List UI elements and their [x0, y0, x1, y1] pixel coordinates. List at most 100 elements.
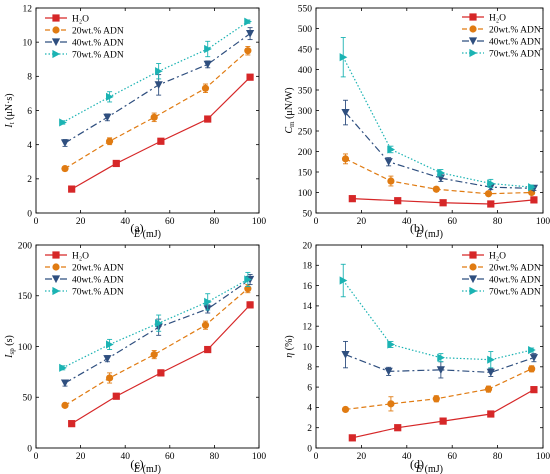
y-tick-label: 450 — [298, 45, 313, 55]
legend-marker — [52, 26, 60, 34]
y-tick-label: 10 — [303, 343, 313, 353]
y-tick-label: 2 — [307, 424, 312, 434]
legend: H₂O 20wt.% ADN 40wt.% ADN 70wt.% ADN — [45, 14, 124, 61]
y-axis-label-sub: m — [288, 121, 296, 127]
series-h2o — [348, 195, 538, 208]
panel-label: (a) — [130, 221, 143, 235]
series-20wt-adn — [61, 284, 252, 409]
series-40wt-adn — [341, 99, 539, 193]
data-point — [68, 185, 76, 193]
data-point — [529, 354, 539, 362]
legend-label: 20wt.% ADN — [489, 26, 541, 36]
data-point — [387, 145, 396, 154]
panel-label: (d) — [410, 457, 424, 471]
data-point — [59, 363, 67, 372]
y-tick-label: 10 — [23, 38, 33, 48]
legend-marker — [468, 37, 478, 46]
data-point — [437, 168, 445, 177]
x-tick-label: 40 — [120, 452, 130, 462]
x-axis-label-var: E — [133, 229, 140, 240]
y-tick-label: 0 — [307, 444, 312, 454]
data-point — [348, 434, 356, 442]
y-tick-label: 0 — [27, 444, 32, 454]
legend-label: H₂O — [489, 14, 506, 24]
data-point — [246, 301, 254, 309]
data-point — [394, 424, 402, 432]
x-tick-label: 20 — [357, 217, 367, 227]
y-axis-label-unit: (s) — [4, 335, 15, 348]
data-point — [204, 44, 212, 54]
series-line — [345, 368, 532, 411]
x-tick-label: 80 — [493, 452, 503, 462]
x-axis-label-var: E — [133, 464, 140, 474]
y-tick-label: 500 — [298, 25, 313, 35]
data-point — [484, 190, 493, 198]
data-point — [59, 118, 67, 127]
legend-marker — [469, 25, 477, 33]
legend: H₂O 20wt.% ADN 40wt.% ADN 70wt.% ADN — [462, 13, 541, 60]
legend-marker — [469, 263, 477, 271]
data-point — [105, 340, 114, 349]
y-axis-label-sub: t — [8, 122, 16, 124]
data-point — [436, 366, 445, 374]
legend-marker — [52, 14, 60, 22]
data-point — [341, 351, 350, 359]
legend-label: 40wt.% ADN — [72, 276, 124, 286]
y-axis-label-unit: (%) — [284, 335, 295, 353]
legend-marker — [469, 286, 478, 296]
legend-label: 20wt.% ADN — [72, 27, 124, 37]
legend-label: 40wt.% ADN — [489, 38, 541, 48]
data-point — [528, 183, 536, 192]
plot-frame — [35, 7, 260, 214]
data-point — [530, 196, 538, 204]
y-tick-label: 14 — [303, 302, 313, 312]
y-tick-label: 20 — [303, 241, 313, 251]
series-h2o — [68, 301, 254, 428]
data-point — [528, 345, 536, 355]
data-point — [112, 159, 120, 168]
y-axis-label: It (μN·s) — [4, 93, 16, 128]
y-tick-label: 2 — [27, 175, 32, 185]
legend-label: 40wt.% ADN — [72, 39, 124, 49]
x-tick-label: 80 — [210, 217, 220, 227]
series-70wt-adn — [339, 37, 536, 192]
y-axis-label: η (%) — [284, 335, 295, 357]
data-point — [432, 185, 440, 193]
y-tick-label: 6 — [27, 107, 32, 117]
legend-marker — [52, 49, 61, 59]
series-40wt-adn — [341, 340, 539, 379]
x-tick-label: 40 — [402, 217, 412, 227]
x-axis-label: E (mJ) — [133, 229, 161, 240]
series-70wt-adn — [59, 17, 252, 127]
y-tick-label: 300 — [298, 107, 313, 117]
y-tick-label: 8 — [27, 73, 32, 83]
y-tick-label: 100 — [18, 343, 33, 353]
chart-panel-1: 0 20 40 60 80 100 0 2 4 6 8 10 12 E (mJ) It (μN·s) H₂O 2… — [4, 4, 266, 240]
data-point — [204, 115, 212, 123]
y-tick-label: 12 — [303, 323, 313, 333]
data-point — [68, 420, 76, 428]
data-point — [528, 365, 536, 373]
legend-label: 20wt.% ADN — [489, 264, 541, 274]
data-point — [61, 401, 69, 409]
legend-label: H₂O — [489, 252, 506, 262]
data-point — [150, 351, 158, 359]
data-point — [103, 113, 112, 122]
x-tick-label: 0 — [34, 217, 39, 227]
x-tick-label: 100 — [252, 217, 267, 227]
legend-label: 70wt.% ADN — [72, 288, 124, 298]
legend-label: H₂O — [72, 252, 89, 262]
data-point — [103, 355, 112, 363]
y-tick-label: 6 — [307, 383, 312, 393]
data-point — [394, 197, 402, 205]
data-point — [204, 345, 212, 354]
data-point — [244, 17, 252, 26]
x-axis-label-unit: (mJ) — [422, 464, 443, 474]
data-point — [530, 386, 538, 394]
legend-marker — [51, 275, 61, 284]
series-line — [342, 280, 532, 361]
series-line — [64, 288, 249, 406]
data-point — [437, 353, 445, 362]
y-tick-label: 400 — [298, 66, 313, 76]
data-point — [484, 385, 493, 393]
